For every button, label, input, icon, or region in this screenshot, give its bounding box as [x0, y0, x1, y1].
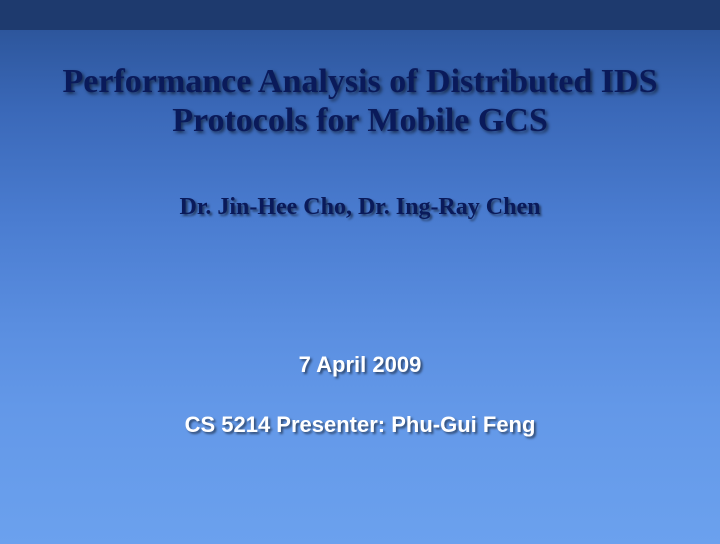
slide: Performance Analysis of Distributed IDS …	[0, 0, 720, 544]
slide-date: 7 April 2009	[0, 352, 720, 378]
slide-title: Performance Analysis of Distributed IDS …	[0, 62, 720, 140]
slide-authors: Dr. Jin-Hee Cho, Dr. Ing-Ray Chen	[0, 194, 720, 221]
slide-presenter: CS 5214 Presenter: Phu-Gui Feng	[0, 412, 720, 438]
